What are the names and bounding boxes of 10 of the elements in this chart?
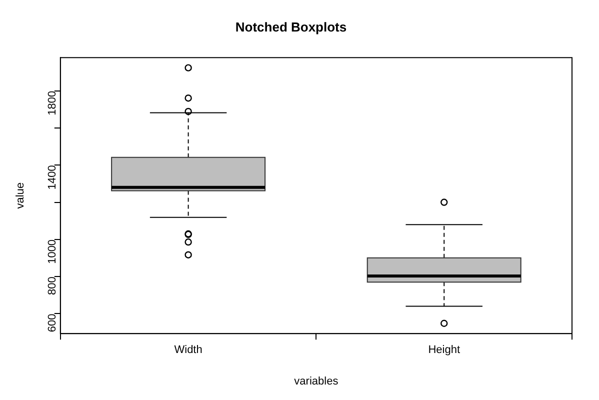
y-tick-label: 600 — [46, 314, 58, 332]
x-axis-title: variables — [294, 375, 339, 388]
x-tick-label: Width — [174, 344, 202, 356]
chart-title: Notched Boxplots — [235, 19, 347, 34]
y-tick-label: 1800 — [46, 90, 58, 116]
y-axis-title: value — [14, 182, 27, 209]
y-tick-label: 800 — [46, 276, 58, 295]
y-tick-label: 1000 — [46, 239, 58, 264]
y-tick-label: 1400 — [46, 165, 58, 190]
x-tick-label: Height — [428, 344, 460, 356]
